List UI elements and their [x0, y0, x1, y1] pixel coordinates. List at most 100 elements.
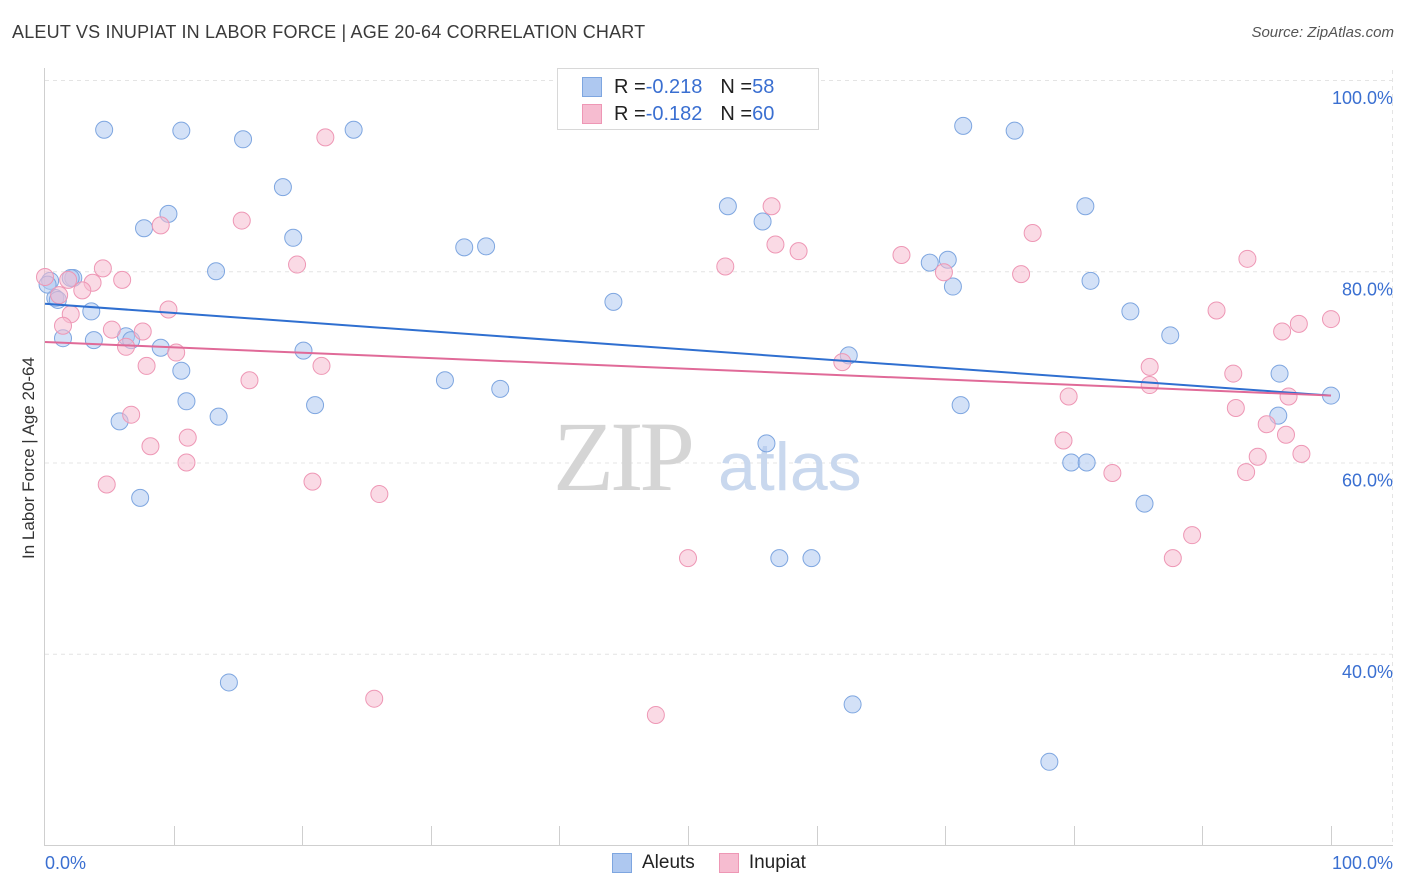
aleuts-point[interactable] [207, 262, 226, 281]
aleuts-point[interactable] [943, 277, 962, 296]
aleuts-point[interactable] [131, 488, 150, 507]
inupiat-point[interactable] [1292, 444, 1311, 463]
aleuts-point[interactable] [604, 292, 623, 311]
inupiat-point[interactable] [1224, 364, 1243, 383]
inupiat-point[interactable] [1183, 526, 1202, 545]
inupiat-point[interactable] [312, 356, 331, 375]
aleuts-point[interactable] [491, 379, 510, 398]
aleuts-point[interactable] [84, 331, 103, 350]
aleuts-point[interactable] [435, 371, 454, 390]
aleuts-point[interactable] [843, 695, 862, 714]
inupiat-point[interactable] [240, 371, 259, 390]
inupiat-point[interactable] [1248, 447, 1267, 466]
inupiat-point[interactable] [934, 263, 953, 282]
inupiat-point[interactable] [892, 245, 911, 264]
aleuts-point[interactable] [95, 120, 114, 139]
inupiat-point[interactable] [1322, 310, 1340, 329]
aleuts-point[interactable] [1121, 302, 1140, 321]
aleuts-point[interactable] [234, 130, 253, 149]
inupiat-point[interactable] [762, 197, 781, 216]
aleuts-point[interactable] [172, 121, 191, 140]
inupiat-point[interactable] [1276, 425, 1295, 444]
aleuts-point[interactable] [1076, 197, 1095, 216]
aleuts-point[interactable] [753, 212, 772, 231]
inupiat-point[interactable] [50, 286, 69, 305]
aleuts-point[interactable] [172, 361, 191, 380]
inupiat-point[interactable] [141, 437, 160, 456]
inupiat-point[interactable] [113, 270, 132, 289]
inupiat-point[interactable] [1163, 549, 1182, 568]
inupiat-point[interactable] [122, 405, 141, 424]
inupiat-point[interactable] [1273, 322, 1292, 341]
aleuts-point[interactable] [273, 178, 292, 197]
inupiat-point[interactable] [102, 320, 121, 339]
inupiat-point[interactable] [1023, 224, 1042, 242]
aleuts-point[interactable] [306, 396, 325, 415]
inupiat-point[interactable] [1289, 314, 1308, 333]
aleuts-point[interactable] [177, 392, 196, 411]
aleuts-point[interactable] [344, 120, 363, 139]
inupiat-point[interactable] [93, 259, 112, 278]
inupiat-point[interactable] [1103, 464, 1122, 483]
inupiat-point[interactable] [177, 453, 196, 472]
aleuts-point[interactable] [1135, 494, 1154, 513]
aleuts-point[interactable] [82, 302, 101, 321]
inupiat-point[interactable] [316, 128, 335, 147]
aleuts-point[interactable] [455, 238, 474, 257]
aleuts-point[interactable] [757, 434, 776, 453]
inupiat-point[interactable] [716, 257, 735, 276]
inupiat-point[interactable] [54, 316, 73, 335]
aleuts-point[interactable] [770, 549, 789, 568]
aleuts-point[interactable] [954, 116, 973, 135]
inupiat-point[interactable] [1257, 415, 1276, 434]
inupiat-point[interactable] [679, 549, 697, 568]
inupiat-point[interactable] [97, 475, 116, 494]
inupiat-point[interactable] [151, 216, 170, 235]
inupiat-point[interactable] [365, 689, 384, 708]
inupiat-point[interactable] [73, 281, 92, 300]
inupiat-point[interactable] [232, 211, 251, 230]
inupiat-point[interactable] [36, 267, 54, 286]
inupiat-point[interactable] [303, 472, 322, 491]
aleuts-point[interactable] [802, 549, 821, 568]
aleuts-point[interactable] [1270, 364, 1289, 383]
inupiat-point[interactable] [766, 235, 785, 254]
inupiat-point[interactable] [370, 485, 389, 504]
inupiat-point[interactable] [117, 337, 136, 356]
inupiat-point[interactable] [137, 356, 156, 375]
inupiat-point[interactable] [1012, 265, 1031, 284]
inupiat-point[interactable] [159, 300, 178, 319]
aleuts-point[interactable] [920, 253, 939, 272]
inupiat-point[interactable] [646, 705, 665, 724]
inupiat-point[interactable] [1207, 301, 1226, 320]
aleuts-point[interactable] [1077, 453, 1096, 472]
aleuts-point[interactable] [1081, 271, 1100, 290]
legend-item-inupiat[interactable]: Inupiat [718, 852, 806, 874]
aleuts-point[interactable] [135, 219, 154, 238]
aleuts-point[interactable] [1040, 752, 1059, 771]
inupiat-point[interactable] [1140, 376, 1159, 395]
aleuts-point[interactable] [1161, 326, 1180, 345]
inupiat-point[interactable] [178, 428, 197, 447]
aleuts-point[interactable] [1005, 121, 1024, 140]
inupiat-point[interactable] [1226, 398, 1245, 417]
inupiat-point[interactable] [1238, 249, 1257, 268]
legend-item-aleuts[interactable]: Aleuts [612, 852, 695, 874]
aleuts-point[interactable] [209, 407, 228, 426]
aleuts-point[interactable] [951, 396, 970, 415]
aleuts-point[interactable] [294, 341, 313, 360]
aleuts-point[interactable] [284, 228, 303, 247]
aleuts-point[interactable] [477, 237, 496, 256]
inupiat-point[interactable] [1237, 463, 1256, 482]
inupiat-point[interactable] [1059, 387, 1078, 406]
inupiat-point[interactable] [1140, 357, 1159, 376]
inupiat-point[interactable] [789, 242, 808, 261]
inupiat-point[interactable] [1279, 387, 1298, 406]
inupiat-point[interactable] [133, 322, 152, 341]
aleuts-point[interactable] [718, 197, 737, 216]
inupiat-point[interactable] [288, 255, 307, 274]
aleuts-point[interactable] [1062, 453, 1081, 472]
inupiat-point[interactable] [59, 270, 78, 289]
inupiat-point[interactable] [1054, 431, 1073, 450]
aleuts-point[interactable] [219, 673, 238, 692]
